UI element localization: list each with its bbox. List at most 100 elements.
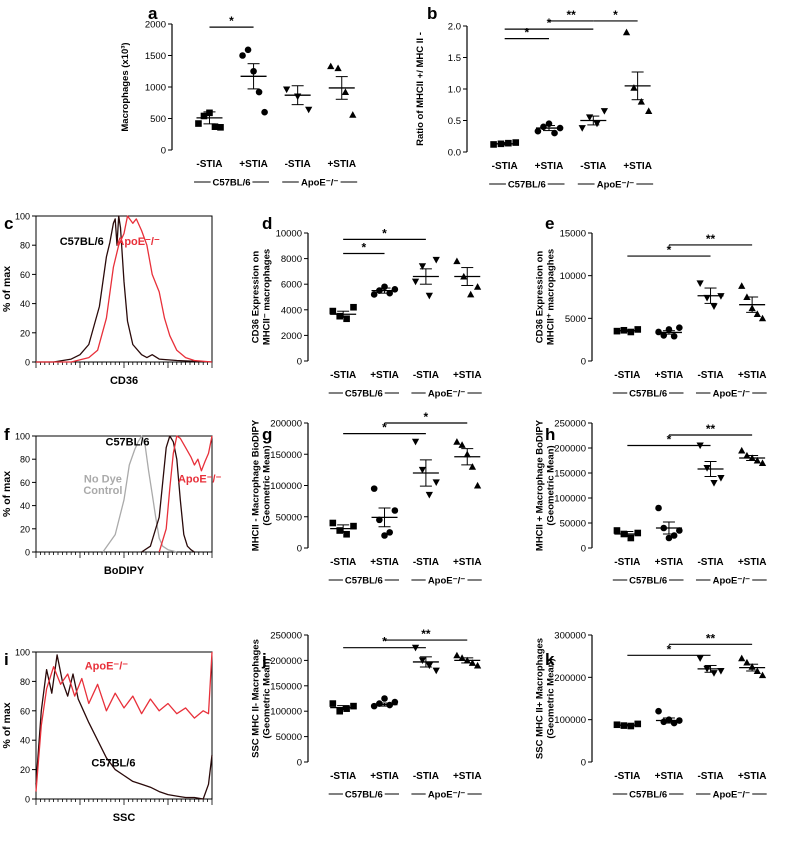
- y-tick-label: 80: [20, 241, 30, 251]
- y-tick-label: 0: [297, 758, 302, 769]
- y-tick-label: 0: [25, 358, 30, 368]
- category-label: -STIA: [614, 370, 640, 381]
- panel-letter: c: [4, 214, 13, 233]
- category-label: -STIA: [614, 557, 640, 568]
- data-point-square: [350, 303, 357, 311]
- significance-label: *: [424, 410, 429, 424]
- group-label: ApoE⁻/⁻: [713, 790, 750, 801]
- significance-label: *: [382, 421, 387, 435]
- panel-letter: e: [545, 214, 554, 233]
- significance-label: *: [547, 16, 552, 30]
- data-point-triangle-down: [418, 466, 427, 474]
- category-label: +STIA: [655, 557, 684, 568]
- y-tick-label: 50000: [276, 512, 302, 523]
- y-axis-label: (Geometric Mean): [262, 445, 273, 525]
- panel-c: 0 20 40 60 80 100 % of max CD36 C57BL/6 ApoE⁻/⁻: [1, 212, 213, 387]
- group-label: C57BL/6: [345, 576, 383, 587]
- significance-label: **: [706, 422, 716, 436]
- data-point-triangle: [758, 671, 767, 679]
- data-point-triangle-down: [578, 125, 586, 132]
- data-point-triangle-down: [418, 263, 427, 270]
- y-tick-label: 1500: [145, 51, 166, 62]
- data-point-circle: [655, 504, 662, 512]
- y-tick-label: 0: [581, 544, 586, 555]
- significance-label: *: [524, 26, 529, 40]
- y-tick-label: 100: [15, 212, 30, 222]
- y-tick-label: 60: [20, 270, 30, 280]
- category-label: +STIA: [453, 771, 482, 782]
- data-point-circle: [370, 291, 378, 298]
- y-tick-label: 150000: [270, 450, 302, 461]
- panel-letter: b: [427, 4, 437, 23]
- data-point-circle: [660, 332, 668, 339]
- data-point-triangle-down: [432, 479, 440, 487]
- group-label: ApoE⁻/⁻: [597, 180, 634, 191]
- y-axis-label: Ratio of MHCII +/ MHC II -: [415, 32, 426, 146]
- data-point-circle: [391, 507, 399, 514]
- y-tick-label: 150000: [554, 469, 586, 480]
- category-label: -STIA: [697, 771, 723, 782]
- category-label: -STIA: [413, 557, 439, 568]
- y-tick-label: 500: [150, 114, 166, 125]
- data-point-circle: [676, 324, 683, 332]
- category-label: -STIA: [580, 161, 606, 172]
- series-label: ApoE⁻/⁻: [85, 661, 129, 673]
- group-label: C57BL/6: [345, 389, 383, 400]
- data-point-circle: [244, 46, 252, 54]
- data-point-triangle-down: [305, 106, 313, 114]
- data-point-triangle-down: [703, 465, 711, 472]
- category-label: -STIA: [492, 161, 518, 172]
- significance-label: **: [706, 631, 716, 645]
- data-point-triangle: [453, 257, 461, 265]
- data-point-circle: [376, 516, 383, 524]
- data-point-triangle: [738, 654, 746, 662]
- category-label: +STIA: [738, 370, 767, 381]
- series-label: Control: [83, 485, 122, 497]
- panel-a: 0 500 1000 1500 2000 Macrophages (x10³) -STIA +…: [120, 14, 358, 189]
- data-point-triangle-down: [717, 475, 725, 482]
- y-axis-label: (Geometric Mean): [546, 445, 557, 525]
- data-point-square: [200, 112, 208, 120]
- y-tick-label: 80: [20, 455, 30, 465]
- significance-label: *: [382, 226, 387, 240]
- y-axis-label: MHCII - Macrophage BioDIPY: [251, 419, 262, 551]
- category-label: +STIA: [239, 159, 268, 170]
- y-tick-label: 100: [15, 432, 30, 442]
- data-point-square: [627, 534, 635, 542]
- data-point-triangle-down: [425, 292, 433, 300]
- data-point-circle: [551, 129, 558, 137]
- x-axis-label: SSC: [113, 812, 136, 824]
- panel-letter: j: [261, 650, 267, 669]
- data-point-triangle: [327, 62, 335, 70]
- group-label: C57BL/6: [508, 180, 546, 191]
- series-line-c57bl-6: [35, 654, 213, 800]
- data-point-triangle: [458, 441, 466, 448]
- y-tick-label: 20: [20, 765, 30, 775]
- y-tick-label: 0: [581, 758, 586, 769]
- series-label: C57BL/6: [91, 758, 135, 770]
- significance-label: *: [667, 642, 672, 656]
- plot-frame: [35, 435, 213, 553]
- y-tick-label: 2.0: [448, 22, 461, 33]
- y-axis-label: % of max: [1, 702, 13, 748]
- data-point-triangle-down: [710, 480, 718, 487]
- y-tick-label: 40: [20, 736, 30, 746]
- data-point-circle: [381, 695, 388, 702]
- category-label: +STIA: [738, 771, 767, 782]
- y-tick-label: 2000: [281, 331, 302, 342]
- group-label: ApoE⁻/⁻: [301, 178, 338, 189]
- y-tick-label: 50000: [276, 732, 302, 743]
- y-tick-label: 0: [297, 357, 302, 368]
- y-tick-label: 0: [25, 795, 30, 805]
- y-tick-label: 20: [20, 328, 30, 338]
- significance-label: *: [667, 243, 672, 257]
- data-point-triangle: [473, 481, 482, 489]
- data-point-triangle-down: [283, 86, 291, 94]
- y-axis-label: (Geometric Mean): [546, 658, 557, 738]
- series-line-c57bl-6: [141, 435, 195, 553]
- y-tick-label: 10000: [276, 229, 302, 240]
- panel-k: 0 100000 200000 300000 SSC MHC II+ Macrophag…: [535, 631, 767, 801]
- data-point-circle: [381, 532, 388, 539]
- data-point-square: [343, 530, 350, 538]
